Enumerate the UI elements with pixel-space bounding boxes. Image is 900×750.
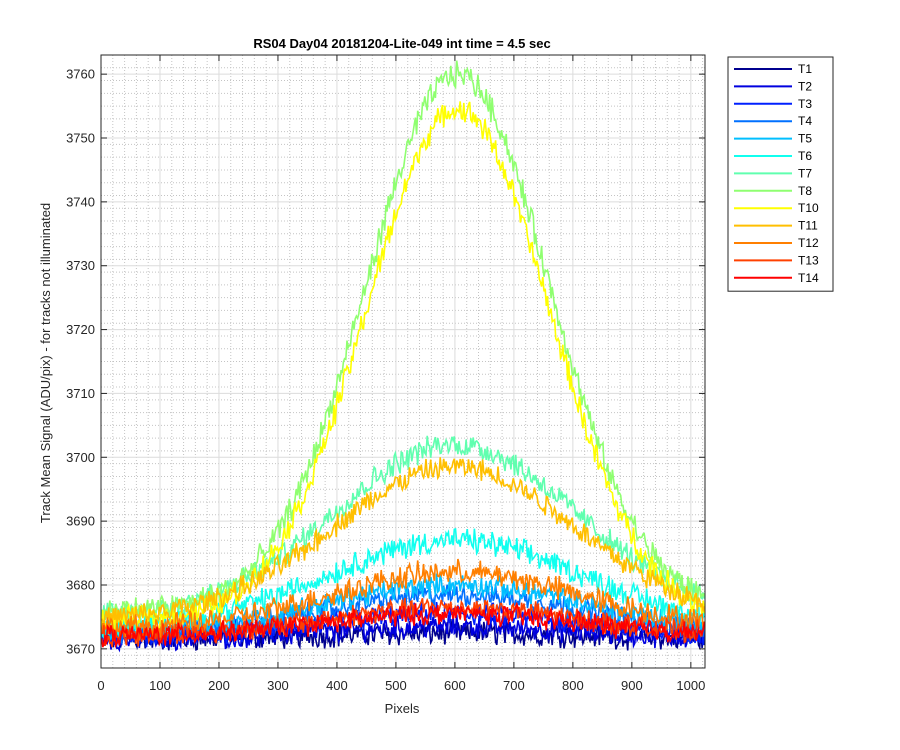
legend-label: T8 (798, 184, 812, 198)
series-line-t12 (101, 558, 705, 643)
x-tick-label: 900 (621, 678, 643, 693)
y-tick-label: 3720 (66, 322, 95, 337)
y-tick-label: 3710 (66, 386, 95, 401)
x-tick-label: 1000 (676, 678, 705, 693)
series-line-t10 (101, 101, 705, 633)
legend-item: T4 (734, 114, 812, 128)
x-tick-label: 200 (208, 678, 230, 693)
y-tick-label: 3690 (66, 514, 95, 529)
x-tick-label: 400 (326, 678, 348, 693)
chart-title: RS04 Day04 20181204-Lite-049 int time = … (253, 36, 550, 51)
x-tick-label: 600 (444, 678, 466, 693)
x-tick-label: 0 (97, 678, 104, 693)
legend-label: T7 (798, 166, 812, 180)
legend-item: T12 (734, 236, 819, 250)
series-line-t14 (101, 602, 705, 649)
legend-label: T12 (798, 236, 819, 250)
plot-background (101, 55, 705, 668)
x-tick-label: 100 (149, 678, 171, 693)
legend-label: T2 (798, 79, 812, 93)
legend-item: T1 (734, 62, 812, 76)
legend: T1 T2 T3 T4 T5 T6 T7 T8 T10 T11 T12 T13 T14 (727, 56, 834, 292)
x-tick-label: 800 (562, 678, 584, 693)
series-group (101, 60, 705, 653)
legend-item: T14 (734, 271, 819, 285)
axes-box (100, 54, 706, 669)
plot-area (100, 54, 706, 669)
x-tick-label: 500 (385, 678, 407, 693)
legend-label: T1 (798, 62, 812, 76)
legend-label: T3 (798, 97, 812, 111)
y-tick-label: 3740 (66, 194, 95, 209)
legend-item: T7 (734, 166, 812, 180)
x-tick-label: 300 (267, 678, 289, 693)
legend-item: T5 (734, 132, 812, 146)
x-axis-label: Pixels (385, 701, 420, 716)
legend-item: T8 (734, 184, 812, 198)
y-axis-ticks: 3670 3680 3690 3700 3710 3720 3730 3740 3750 3760 (66, 67, 705, 656)
y-tick-label: 3750 (66, 131, 95, 146)
y-tick-label: 3700 (66, 450, 95, 465)
legend-item: T11 (734, 219, 818, 233)
legend-item: T6 (734, 149, 812, 163)
y-axis-label: Track Mean Signal (ADU/pix) - for tracks… (38, 203, 53, 523)
legend-label: T5 (798, 132, 812, 146)
legend-label: T13 (798, 253, 819, 267)
series-line-t11 (101, 457, 705, 628)
legend-item: T3 (734, 97, 812, 111)
y-tick-label: 3730 (66, 258, 95, 273)
x-axis-ticks: 0 100 200 300 400 500 600 700 800 900 1000 (97, 55, 705, 693)
legend-label: T6 (798, 149, 812, 163)
y-tick-label: 3680 (66, 577, 95, 592)
legend-item: T2 (734, 79, 812, 93)
legend-item: T13 (734, 253, 819, 267)
legend-label: T14 (798, 271, 819, 285)
series-line-t7 (101, 435, 705, 623)
legend-item: T10 (734, 201, 819, 215)
legend-label: T4 (798, 114, 812, 128)
legend-label: T11 (798, 219, 818, 233)
x-tick-label: 700 (503, 678, 525, 693)
y-tick-label: 3760 (66, 67, 95, 82)
legend-label: T10 (798, 201, 819, 215)
y-tick-label: 3670 (66, 641, 95, 656)
